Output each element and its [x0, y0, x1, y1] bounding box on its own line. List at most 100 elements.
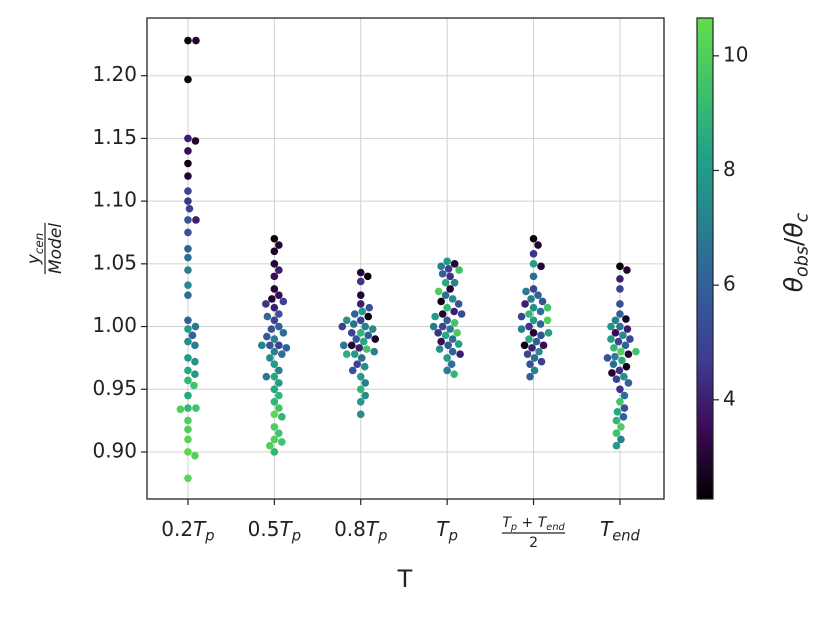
swarm-point [364, 331, 373, 340]
swarm-point [359, 337, 368, 346]
math-text: 2 [529, 535, 538, 551]
swarm-point [536, 307, 545, 316]
swarm-point [539, 341, 548, 350]
swarm-point [525, 310, 533, 318]
swarm-point [184, 474, 192, 483]
fraction-denominator: 2 [529, 535, 538, 551]
swarm-point [438, 270, 447, 278]
swarm-point [270, 423, 279, 431]
swarm-point [270, 397, 279, 406]
swarm-point [258, 341, 266, 350]
swarm-point [188, 331, 197, 340]
swarm-point [543, 303, 552, 312]
swarm-point [450, 278, 459, 287]
swarm-point [446, 325, 454, 333]
swarm-point [356, 372, 365, 381]
colorbar-tick-label: 4 [723, 386, 736, 410]
swarm-point [527, 295, 535, 303]
swarm-point [537, 331, 545, 340]
math-var: T [600, 517, 614, 541]
swarm-point [356, 300, 365, 308]
swarm-point [356, 410, 365, 419]
x-tick-label: 0.2Tp​ [161, 517, 214, 545]
swarm-point [352, 335, 361, 343]
swarm-point [184, 366, 192, 375]
y-tick-label: 1.10 [92, 188, 137, 212]
y-tick-label: 1.00 [92, 313, 137, 337]
swarm-point [534, 291, 542, 299]
swarm-point [612, 441, 621, 450]
math-sub: p [510, 522, 517, 533]
swarm-point [456, 350, 464, 358]
swarm-point [191, 341, 199, 350]
swarm-point [517, 312, 526, 321]
swarm-point [450, 260, 459, 268]
swarm-point [435, 345, 444, 353]
math-sub: p [377, 527, 387, 544]
swarm-point [350, 310, 359, 318]
swarm-point [275, 322, 283, 331]
swarm-point [454, 300, 463, 308]
x-tick-label: Tp​ [436, 517, 458, 545]
swarm-point [616, 310, 624, 318]
y-tick-label: 1.20 [92, 62, 137, 86]
swarm-point [275, 366, 283, 375]
swarm-point [275, 404, 283, 412]
swarm-point [443, 354, 451, 362]
math-var: θ [779, 277, 808, 292]
math-text: 0.8 [334, 517, 366, 541]
swarm-point [184, 416, 192, 425]
swarm-point [356, 277, 365, 286]
swarm-point [614, 337, 623, 346]
swarm-point [438, 310, 447, 318]
colorbar-label: θobs​/θc​ [779, 212, 813, 292]
swarm-point [537, 262, 545, 271]
swarm-point [447, 360, 456, 368]
swarm-point [620, 372, 628, 381]
swarm-point [529, 260, 538, 268]
swarm-point [610, 344, 618, 352]
x-tick-label: Tp​ + Tend​ 2 [501, 515, 566, 551]
math-var: T [279, 517, 293, 541]
swarm-point [453, 329, 461, 337]
swarm-point [266, 441, 274, 450]
math-sub: p [291, 527, 301, 544]
swarm-point [184, 147, 192, 155]
swarm-point [184, 216, 192, 224]
swarm-point [526, 360, 534, 368]
swarm-point [364, 312, 373, 321]
swarm-point [457, 310, 466, 318]
colorbar-tick-label: 6 [723, 272, 736, 296]
swarm-point [361, 379, 370, 387]
swarm-point [437, 297, 445, 306]
math-sub: obs [793, 246, 813, 277]
swarm-point [356, 268, 365, 277]
swarm-point [270, 410, 279, 419]
math-var: T [366, 517, 380, 541]
swarm-point [184, 134, 192, 143]
swarm-point [275, 266, 283, 274]
swarm-point [444, 265, 453, 273]
swarm-point [525, 335, 533, 343]
swarm-point [609, 360, 618, 368]
swarm-point [365, 303, 374, 312]
swarm-point [434, 329, 442, 337]
swarm-point [184, 159, 192, 168]
colorbar-tick-label: 10 [723, 42, 748, 66]
swarm-point [612, 375, 621, 384]
swarm-point [279, 329, 288, 337]
swarm-point [339, 341, 348, 350]
swarm-point [278, 350, 286, 358]
swarm-point [184, 376, 192, 385]
swarm-point [446, 285, 454, 293]
x-tick-label: 0.8Tp​ [334, 517, 387, 545]
swarm-point [371, 335, 380, 343]
swarm-point [184, 253, 192, 262]
swarm-point [612, 416, 621, 425]
swarm-point [355, 344, 364, 352]
swarm-point [529, 303, 538, 312]
swarm-point [363, 272, 372, 281]
math-sub: c [793, 212, 813, 222]
swarm-point [616, 385, 624, 394]
swarm-point [529, 329, 538, 337]
